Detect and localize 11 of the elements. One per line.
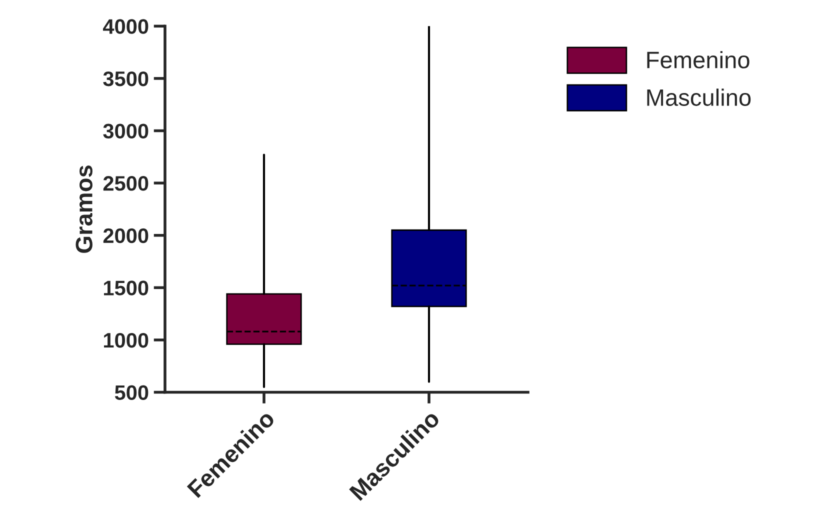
y-tick-label: 2000 (103, 228, 148, 244)
legend-label: Masculino (647, 88, 751, 106)
legend-label: Femenino (647, 51, 750, 68)
y-tick-label: 1500 (104, 280, 148, 296)
y-tick-label: 2500 (103, 176, 148, 191)
y-tick-label: 3000 (103, 124, 148, 139)
y-axis-title: Gramos (76, 166, 92, 253)
y-tick-label: 500 (114, 385, 148, 400)
y-tick-label: 1000 (104, 332, 148, 348)
y-tick-label: 3500 (103, 71, 148, 86)
y-tick-label: 4000 (103, 19, 148, 34)
